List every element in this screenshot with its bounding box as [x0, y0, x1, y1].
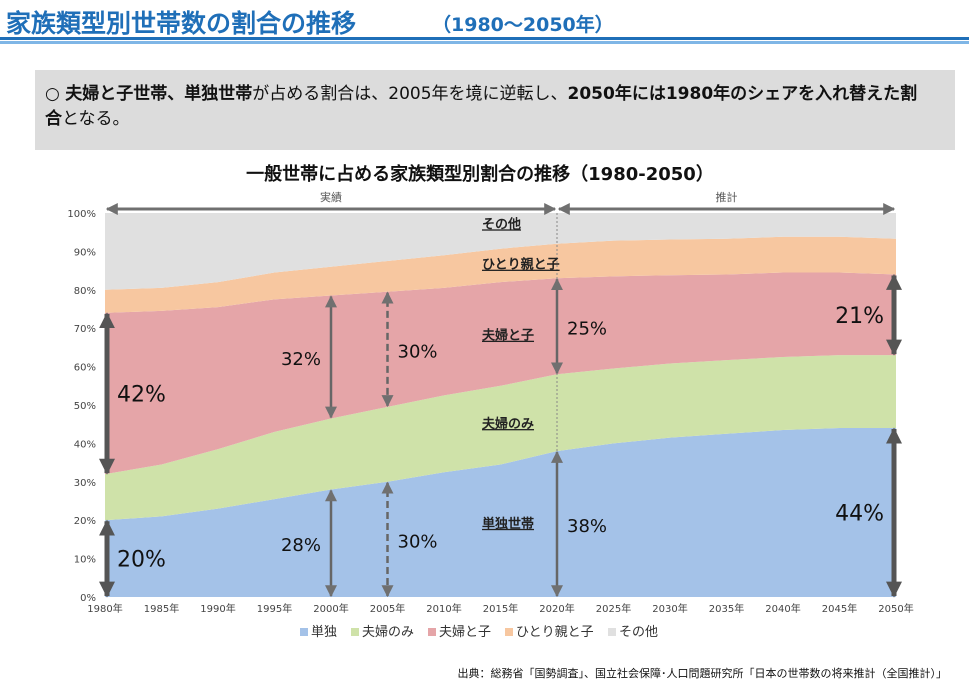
summary-box: ○ 夫婦と子世帯、単独世帯が占める割合は、2005年を境に逆転し、2050年には…	[35, 70, 955, 150]
range-label: 42%	[117, 382, 166, 407]
summary-part-1: 夫婦と子世帯、単独世帯	[65, 84, 253, 104]
x-tick-label: 1995年	[257, 602, 292, 615]
inline-series-label: ひとり親と子	[482, 257, 560, 273]
y-tick-label: 60%	[74, 363, 96, 374]
y-tick-label: 80%	[74, 286, 96, 297]
range-label: 25%	[567, 318, 607, 339]
x-tick-label: 2015年	[483, 602, 518, 615]
y-tick-label: 70%	[74, 324, 96, 335]
y-tick-label: 40%	[74, 439, 96, 450]
x-tick-label: 2040年	[765, 602, 800, 615]
title-rule	[0, 37, 969, 40]
x-tick-label: 2050年	[878, 602, 913, 615]
range-label: 38%	[567, 516, 607, 537]
inline-series-label: 夫婦と子	[482, 328, 534, 344]
x-tick-label: 1985年	[144, 602, 179, 615]
y-tick-label: 90%	[74, 247, 96, 258]
page-title-period: （1980～2050年）	[432, 14, 614, 36]
summary-part-2: が占める割合は、2005年を境に逆転し、	[252, 84, 568, 104]
summary-bullet: ○	[45, 84, 66, 104]
area-series-1	[105, 355, 896, 521]
x-tick-label: 2000年	[313, 602, 348, 615]
range-label: 20%	[117, 548, 166, 573]
legend-label: その他	[619, 625, 658, 640]
x-tick-label: 2025年	[596, 602, 631, 615]
area-series-4	[105, 213, 896, 290]
x-tick-label: 2045年	[822, 602, 857, 615]
legend-swatch	[351, 628, 359, 636]
period-label: 実績	[320, 190, 342, 204]
stacked-area-chart: 一般世帯に占める家族類型別割合の推移（1980-2050） 0% 10% 20% 30%…	[67, 163, 913, 640]
area-series-2	[105, 272, 896, 475]
range-label: 30%	[398, 531, 438, 552]
x-tick-label: 2020年	[539, 602, 574, 615]
x-tick-label: 2010年	[426, 602, 461, 615]
legend-swatch	[608, 628, 616, 636]
range-label: 32%	[281, 349, 321, 370]
title-rule-light	[0, 41, 969, 44]
area-series-3	[105, 236, 896, 313]
x-tick-label: 1990年	[200, 602, 235, 615]
legend-swatch	[505, 628, 513, 636]
range-label: 28%	[281, 535, 321, 556]
legend-label: 夫婦のみ	[362, 624, 414, 640]
source-note: 出典：総務省「国勢調査」、国立社会保障･人口問題研究所「日本の世帯数の将来推計（…	[457, 667, 948, 680]
x-tick-label: 2030年	[652, 602, 687, 615]
inline-series-label: 夫婦のみ	[482, 416, 534, 432]
legend-swatch	[300, 628, 308, 636]
title-bar: 家族類型別世帯数の割合の推移 （1980～2050年）	[0, 0, 969, 46]
legend-label: 単独	[311, 624, 337, 640]
range-label: 44%	[835, 502, 884, 527]
y-tick-label: 10%	[74, 555, 96, 566]
inline-series-label: その他	[482, 216, 521, 232]
y-tick-label: 20%	[74, 516, 96, 527]
inline-series-label: 単独世帯	[482, 516, 534, 532]
summary-text: ○ 夫婦と子世帯、単独世帯が占める割合は、2005年を境に逆転し、2050年には…	[45, 82, 925, 132]
y-tick-label: 30%	[74, 478, 96, 489]
x-tick-label: 2005年	[370, 602, 405, 615]
x-tick-label: 1980年	[87, 602, 122, 615]
legend-label: ひとり親と子	[516, 625, 594, 640]
legend-swatch	[428, 628, 436, 636]
y-tick-label: 100%	[67, 209, 96, 220]
summary-part-3: 2050年には1980年のシェアを入れ替えた割合	[45, 84, 918, 129]
page-title: 家族類型別世帯数の割合の推移	[6, 9, 357, 38]
chart-title: 一般世帯に占める家族類型別割合の推移（1980-2050）	[246, 163, 714, 185]
period-label: 推計	[716, 190, 738, 204]
legend-label: 夫婦と子	[439, 624, 491, 640]
area-series-0	[105, 428, 896, 597]
x-tick-label: 2035年	[709, 602, 744, 615]
y-tick-label: 0%	[80, 593, 96, 604]
range-label: 30%	[398, 341, 438, 362]
range-label: 21%	[835, 304, 884, 329]
summary-part-4: となる。	[62, 109, 130, 129]
y-tick-label: 50%	[74, 401, 96, 412]
